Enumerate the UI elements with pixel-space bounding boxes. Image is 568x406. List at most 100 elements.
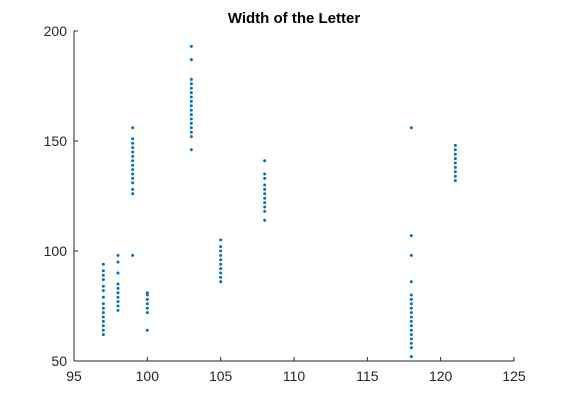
data-point	[263, 187, 267, 191]
x-tick-label: 115	[356, 368, 379, 384]
data-point	[101, 295, 105, 299]
data-point	[409, 297, 413, 301]
data-point	[116, 271, 120, 275]
axes: 95 100 105 110 115 120 125 50 100 150 200	[44, 23, 526, 384]
data-point	[131, 146, 135, 150]
data-point	[263, 183, 267, 187]
data-point	[131, 253, 135, 257]
data-point	[145, 311, 149, 315]
data-point	[116, 300, 120, 304]
data-point	[263, 209, 267, 213]
data-point	[189, 104, 193, 108]
data-point	[263, 172, 267, 176]
data-point	[116, 295, 120, 299]
data-point	[189, 86, 193, 90]
data-point	[189, 117, 193, 121]
data-point	[409, 328, 413, 332]
y-tick-label: 100	[44, 243, 68, 259]
data-point	[453, 161, 457, 165]
data-point	[145, 297, 149, 301]
data-point	[101, 328, 105, 332]
data-points	[101, 44, 457, 359]
data-point	[189, 95, 193, 99]
data-point	[189, 121, 193, 125]
data-point	[453, 143, 457, 147]
data-point	[409, 341, 413, 345]
data-point	[145, 328, 149, 332]
data-point	[116, 291, 120, 295]
data-point	[453, 152, 457, 156]
data-point	[145, 291, 149, 295]
data-point	[409, 315, 413, 319]
chart-title: Width of the Letter	[228, 10, 361, 27]
data-point	[131, 137, 135, 141]
y-tick-label: 50	[51, 353, 67, 369]
data-point	[116, 308, 120, 312]
data-point	[263, 176, 267, 180]
data-point	[409, 324, 413, 328]
data-point	[101, 324, 105, 328]
data-point	[453, 165, 457, 169]
data-point	[131, 163, 135, 167]
data-point	[101, 306, 105, 310]
data-point	[189, 135, 193, 139]
data-point	[409, 337, 413, 341]
data-point	[409, 355, 413, 359]
x-tick-label: 105	[209, 368, 233, 384]
data-point	[219, 271, 223, 275]
data-point	[101, 319, 105, 323]
data-point	[219, 249, 223, 253]
data-point	[219, 280, 223, 284]
data-point	[189, 77, 193, 81]
data-point	[219, 238, 223, 242]
data-point	[453, 179, 457, 183]
data-point	[453, 170, 457, 174]
data-point	[453, 157, 457, 161]
data-point	[116, 282, 120, 286]
data-point	[145, 306, 149, 310]
data-point	[131, 126, 135, 130]
data-point	[453, 174, 457, 178]
data-point	[131, 172, 135, 176]
data-point	[219, 258, 223, 262]
data-point	[131, 192, 135, 196]
data-point	[409, 253, 413, 257]
data-point	[101, 315, 105, 319]
data-point	[101, 273, 105, 277]
data-point	[131, 187, 135, 191]
data-point	[409, 319, 413, 323]
x-tick-label: 110	[283, 368, 306, 384]
data-point	[219, 262, 223, 266]
data-point	[189, 91, 193, 95]
data-point	[101, 284, 105, 288]
data-point	[116, 253, 120, 257]
data-point	[219, 253, 223, 257]
data-point	[263, 201, 267, 205]
data-point	[409, 302, 413, 306]
data-point	[131, 150, 135, 154]
data-point	[131, 154, 135, 158]
data-point	[409, 280, 413, 284]
data-point	[145, 302, 149, 306]
data-point	[453, 148, 457, 152]
data-point	[116, 286, 120, 290]
data-point	[409, 346, 413, 350]
data-point	[145, 293, 149, 297]
data-point	[263, 159, 267, 163]
data-point	[131, 168, 135, 172]
data-point	[101, 262, 105, 266]
data-point	[189, 99, 193, 103]
y-tick-label: 200	[44, 23, 68, 39]
x-tick-label: 95	[66, 368, 82, 384]
data-point	[189, 113, 193, 117]
data-point	[263, 192, 267, 196]
data-point	[189, 58, 193, 62]
data-point	[101, 333, 105, 337]
data-point	[219, 275, 223, 279]
data-point	[409, 293, 413, 297]
data-point	[101, 289, 105, 293]
data-point	[409, 306, 413, 310]
data-point	[131, 159, 135, 163]
data-point	[101, 269, 105, 273]
